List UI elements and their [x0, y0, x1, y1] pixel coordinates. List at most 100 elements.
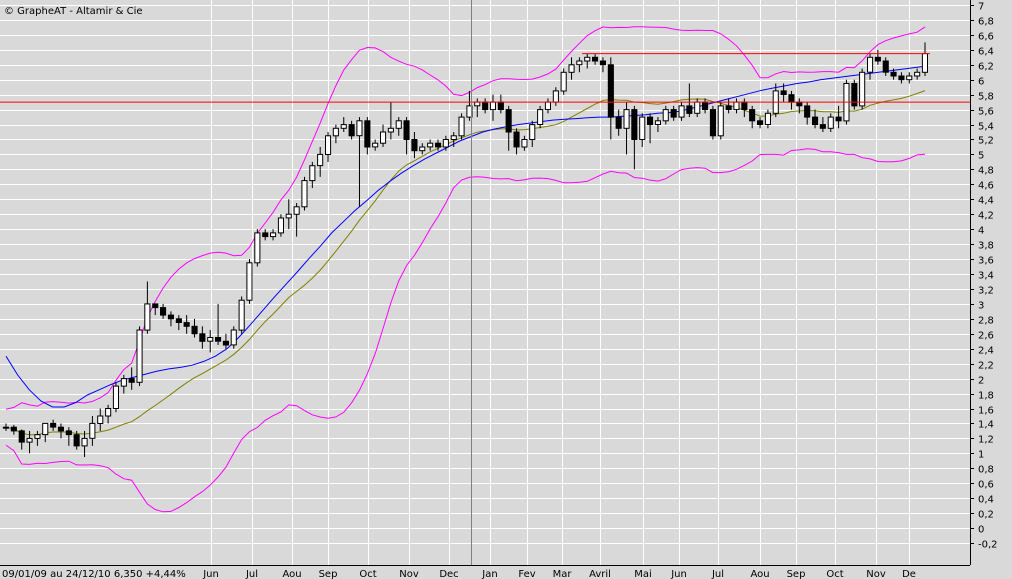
candle [97, 408, 104, 431]
y-tick-label: 0,8 [978, 465, 994, 476]
candle [372, 139, 379, 151]
candle-body [497, 101, 504, 111]
x-tick-label: Dec [439, 569, 458, 579]
overlay-lines [0, 53, 970, 103]
y-tick-label: 6 [978, 77, 984, 88]
candle [246, 259, 253, 304]
candle [144, 281, 151, 334]
candle [662, 105, 669, 125]
candle [717, 102, 724, 140]
candle [513, 128, 520, 155]
candle-body [18, 430, 25, 443]
candle-body [749, 109, 756, 122]
candle [136, 326, 143, 387]
candle [34, 430, 41, 446]
candle-body [395, 120, 402, 129]
candle-body [222, 340, 229, 346]
candle [325, 132, 332, 162]
candle-body [780, 90, 787, 96]
candle [285, 199, 292, 230]
y-tick-label: 5,8 [978, 92, 994, 103]
candle-body [105, 408, 112, 417]
candle-body [270, 232, 277, 238]
candle-body [788, 94, 795, 103]
x-tick-label: Oct [359, 569, 376, 579]
candle-body [474, 101, 481, 107]
y-tick-label: 2,6 [978, 331, 994, 342]
candle [709, 105, 717, 140]
candle-body [709, 109, 717, 137]
candle [906, 72, 913, 84]
candle [419, 143, 426, 155]
candle [851, 79, 858, 110]
candle-body [599, 60, 607, 66]
y-tick-label: 1,8 [978, 391, 994, 402]
candle [819, 117, 826, 133]
candle [293, 203, 300, 237]
candle [599, 57, 607, 73]
candle [89, 415, 96, 446]
candle [73, 430, 80, 450]
candle-body [380, 131, 387, 144]
candle-body [348, 124, 355, 137]
candle [167, 311, 174, 327]
x-tick-label: Fev [518, 569, 535, 579]
y-tick-label: 5,6 [978, 107, 994, 118]
candle [238, 296, 245, 334]
candle [537, 105, 544, 129]
indicator-lines [5, 26, 926, 513]
y-tick-label: 2 [978, 376, 984, 387]
candle-body [325, 135, 332, 156]
candle-body [167, 314, 174, 320]
candle-body [647, 116, 654, 126]
candle-body [293, 206, 300, 215]
candle-body [2, 426, 9, 429]
candle [317, 146, 324, 177]
candle-body [238, 299, 245, 331]
candle-body [340, 124, 347, 129]
candle [427, 139, 434, 151]
candle [623, 102, 630, 155]
candle-body [34, 434, 41, 439]
candle [356, 117, 363, 207]
candle-body [835, 116, 842, 122]
y-tick-label: 2,8 [978, 316, 994, 327]
candle-body [827, 116, 834, 129]
candle [387, 102, 394, 140]
candle [639, 113, 646, 147]
candle-body [73, 434, 80, 447]
y-tick-label: 4,4 [978, 196, 994, 207]
candle-body [906, 75, 913, 81]
candle-body [867, 56, 874, 73]
grid [0, 0, 970, 565]
candle-body [230, 329, 237, 346]
x-tick-label: Sep [319, 569, 338, 579]
candle [348, 120, 355, 140]
candle-body [372, 142, 379, 148]
candle-body [607, 64, 614, 118]
candle-body [246, 262, 253, 301]
candle [364, 117, 371, 155]
y-tick-label: 7 [978, 2, 984, 13]
candle-body [191, 325, 198, 335]
x-axis-ticks: Jun Jul Aou Sep Oct Nov Dec Jan Fev Mar Avril Mai Ju… [202, 569, 916, 579]
candle [898, 72, 905, 84]
candle [403, 117, 410, 155]
x-tick-label: Jun [670, 569, 687, 579]
candle-body [686, 105, 693, 114]
x-tick-label: De [902, 569, 916, 579]
bollinger-lower-line [5, 148, 926, 513]
y-tick-label: 1 [978, 450, 984, 461]
candle-body [419, 146, 426, 152]
candle-body [741, 101, 748, 111]
chart-footer: 09/01/09 au 24/12/10 6,350 +4,44% [2, 569, 186, 579]
candle [607, 57, 614, 140]
candle [340, 117, 347, 133]
candle-body [615, 116, 622, 129]
x-tick-label: Jul [245, 569, 258, 579]
candle-body [662, 109, 669, 122]
candle-body [796, 101, 803, 107]
y-tick-label: 3 [978, 301, 984, 312]
